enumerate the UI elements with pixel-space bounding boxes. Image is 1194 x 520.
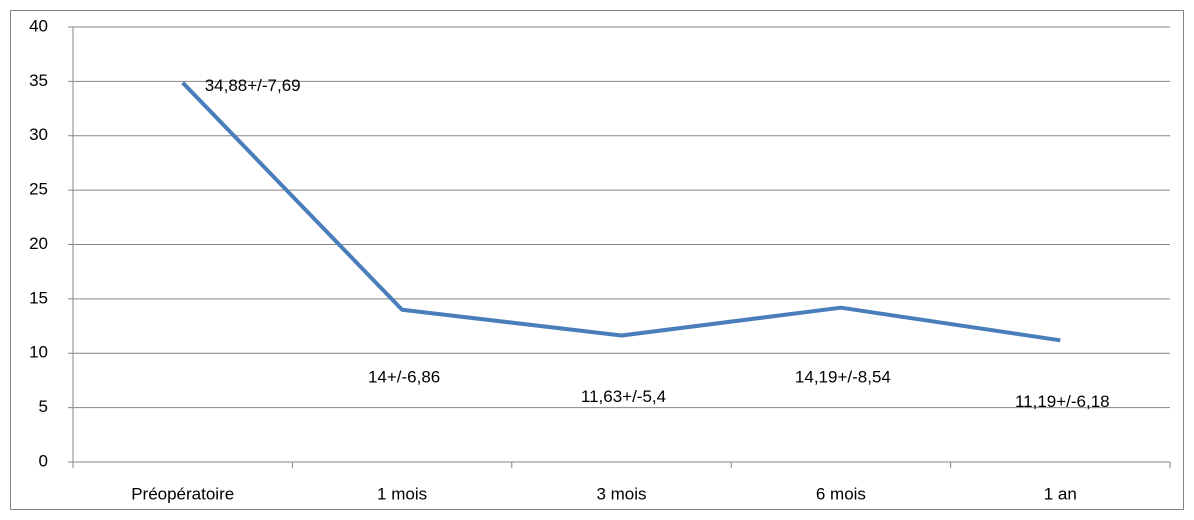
data-label: 11,63+/-5,4 [581,387,666,406]
data-label: 34,88+/-7,69 [205,76,301,95]
y-tick-label: 25 [29,180,48,199]
data-label: 11,19+/-6,18 [1015,392,1110,411]
y-tick-label: 30 [29,125,48,144]
y-tick-label: 15 [29,288,48,307]
x-tick-label: 3 mois [596,484,646,503]
y-tick-label: 20 [29,234,48,253]
y-tick-label: 10 [29,343,48,362]
y-tick-label: 0 [39,451,48,470]
x-tick-label: Préopératoire [131,484,234,503]
y-tick-label: 40 [29,16,48,35]
x-tick-label: 1 mois [377,484,427,503]
x-tick-label: 1 an [1044,484,1077,503]
y-tick-label: 35 [29,71,48,90]
chart-frame [10,10,1184,510]
data-label: 14+/-6,86 [368,367,440,386]
x-tick-label: 6 mois [816,484,866,503]
data-label: 14,19+/-8,54 [795,367,891,386]
y-tick-label: 5 [39,397,48,416]
data-line [181,81,1061,343]
